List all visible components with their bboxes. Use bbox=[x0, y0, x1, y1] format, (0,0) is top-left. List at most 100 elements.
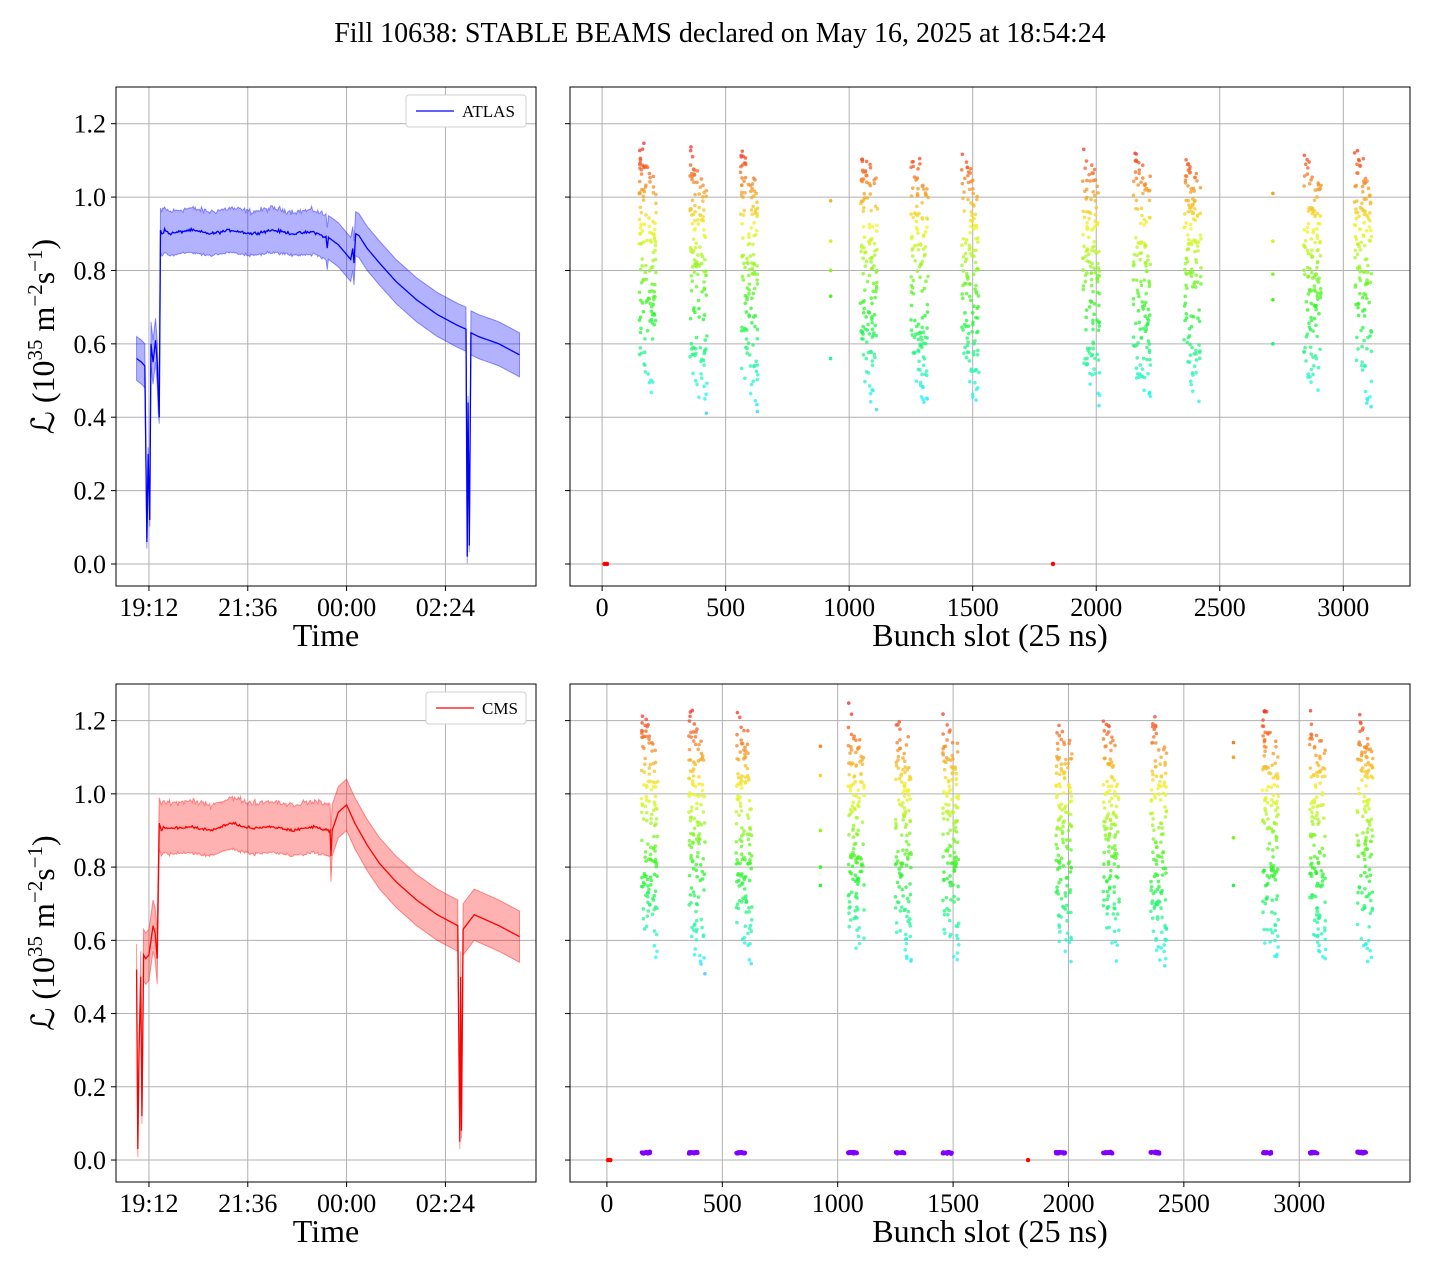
bunch-point bbox=[1068, 757, 1073, 761]
bunch-point bbox=[965, 165, 970, 169]
bunch-point bbox=[1355, 252, 1360, 257]
bunch-point bbox=[975, 197, 979, 202]
bunch-point bbox=[637, 290, 642, 295]
bunch-point bbox=[646, 372, 650, 376]
bunch-point bbox=[1189, 209, 1194, 214]
bunch-point bbox=[688, 174, 692, 178]
bunch-point bbox=[1369, 817, 1374, 822]
bunch-point bbox=[751, 343, 755, 347]
bunch-point bbox=[1141, 356, 1146, 361]
bunch-point bbox=[1151, 850, 1155, 855]
bunch-point bbox=[1145, 357, 1149, 362]
bunch-point bbox=[690, 859, 695, 864]
bunch-point bbox=[846, 701, 851, 705]
bunch-point bbox=[977, 370, 981, 375]
bunch-point bbox=[1194, 257, 1198, 262]
zero-point bbox=[1050, 561, 1056, 567]
bunch-point bbox=[1362, 794, 1367, 799]
bunch-point bbox=[692, 306, 696, 310]
x-tick-label: 3000 bbox=[1317, 593, 1369, 622]
bunch-point bbox=[953, 825, 958, 830]
bunch-point bbox=[911, 215, 915, 220]
bunch-point bbox=[1361, 234, 1366, 238]
bunch-point bbox=[1150, 823, 1155, 828]
bunch-point bbox=[1064, 903, 1069, 908]
bunch-point bbox=[1055, 825, 1060, 830]
bunch-point bbox=[1323, 834, 1327, 839]
bunch-point bbox=[650, 912, 655, 917]
bunch-point bbox=[740, 839, 744, 844]
bunch-point bbox=[1315, 294, 1320, 298]
bunch-point bbox=[1183, 178, 1188, 183]
bunch-point bbox=[907, 774, 912, 779]
bunch-point bbox=[1273, 739, 1278, 744]
bunch-point bbox=[948, 874, 952, 878]
bunch-point bbox=[1116, 797, 1121, 802]
bunch-point bbox=[1307, 206, 1311, 210]
bunch-point bbox=[642, 222, 647, 227]
bunch-point bbox=[1093, 212, 1098, 217]
bunch-point bbox=[1316, 181, 1321, 185]
bunch-point bbox=[698, 863, 703, 867]
bunch-point bbox=[1314, 906, 1319, 910]
bunch-point bbox=[952, 861, 957, 865]
bunch-point bbox=[961, 196, 965, 201]
bunch-point bbox=[651, 185, 656, 189]
bunch-point bbox=[1182, 304, 1187, 308]
bunch-point bbox=[1152, 857, 1156, 862]
bunch-point bbox=[1109, 822, 1114, 827]
bunch-point bbox=[1150, 916, 1155, 921]
bunch-point bbox=[1156, 899, 1161, 903]
bunch-point bbox=[739, 852, 744, 857]
bunch-point bbox=[1084, 254, 1088, 258]
bunch-point bbox=[1309, 237, 1314, 241]
bunch-point bbox=[1146, 254, 1150, 258]
bunch-point bbox=[854, 750, 858, 755]
bunch-point bbox=[640, 838, 644, 843]
bunch-point bbox=[1274, 745, 1278, 749]
bunch-point bbox=[913, 350, 917, 355]
bunch-point bbox=[1270, 848, 1275, 852]
bunch-point bbox=[1113, 832, 1118, 837]
isolated-point bbox=[1271, 239, 1275, 243]
bunch-point bbox=[1312, 288, 1317, 292]
isolated-point bbox=[828, 268, 833, 273]
bunch-point bbox=[1362, 220, 1366, 225]
bunch-point bbox=[646, 857, 651, 861]
bunch-point bbox=[896, 754, 901, 759]
bunch-point bbox=[739, 183, 744, 187]
bunch-point bbox=[924, 369, 929, 373]
bunch-point bbox=[1355, 162, 1359, 167]
bunch-point bbox=[740, 163, 745, 167]
bunch-point bbox=[1083, 279, 1088, 284]
bunch-point bbox=[847, 900, 852, 904]
bunch-point bbox=[1087, 216, 1091, 221]
bunch-point bbox=[1355, 901, 1360, 905]
bunch-point bbox=[1101, 800, 1106, 804]
bunch-point bbox=[737, 715, 742, 720]
isolated-point bbox=[1271, 272, 1275, 276]
bunch-point bbox=[1360, 184, 1365, 189]
bunch-point bbox=[1107, 885, 1112, 889]
bunch-point bbox=[916, 367, 921, 372]
bunch-point bbox=[924, 279, 928, 284]
bunch-point bbox=[698, 185, 703, 189]
bunch-point bbox=[1366, 827, 1370, 831]
bunch-point bbox=[956, 936, 960, 941]
bunch-point bbox=[923, 230, 928, 234]
bunch-point bbox=[1310, 211, 1314, 216]
bunch-point bbox=[971, 227, 976, 231]
baseline-point bbox=[1155, 1150, 1160, 1155]
bunch-point bbox=[749, 961, 754, 966]
baseline-point bbox=[948, 1151, 953, 1156]
bunch-point bbox=[1088, 179, 1093, 183]
bunch-point bbox=[1094, 251, 1099, 256]
bunch-point bbox=[1275, 845, 1279, 850]
bunch-point bbox=[701, 214, 705, 219]
bunch-point bbox=[642, 189, 647, 194]
bunch-point bbox=[956, 897, 960, 901]
bunch-point bbox=[925, 225, 929, 230]
bunch-point bbox=[643, 804, 648, 809]
bunch-point bbox=[1315, 297, 1320, 302]
bunch-point bbox=[898, 746, 903, 751]
